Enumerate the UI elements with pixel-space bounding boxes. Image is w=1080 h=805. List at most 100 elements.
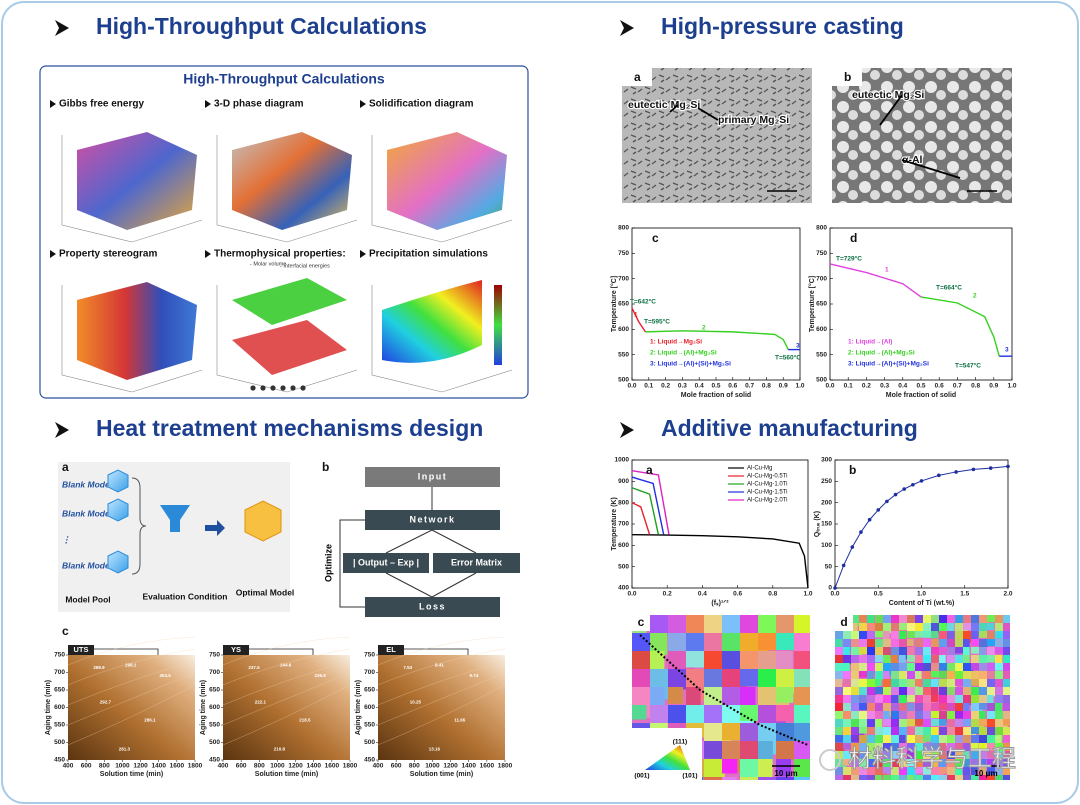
contour xyxy=(377,636,506,666)
flow-arrow xyxy=(385,572,433,598)
x-tick-label: 1000 xyxy=(425,763,440,770)
grain xyxy=(931,767,944,778)
grain xyxy=(987,703,998,714)
htc-panel-note: - Molar volume xyxy=(250,261,286,267)
grain xyxy=(971,615,985,626)
contour-label: 244.6 xyxy=(280,663,292,668)
grain xyxy=(686,705,708,729)
data-line xyxy=(829,263,922,298)
x-tick-label: 0.8 xyxy=(971,383,980,390)
grain xyxy=(899,751,913,762)
grain xyxy=(995,759,1007,772)
grain xyxy=(971,775,982,780)
grain xyxy=(859,703,872,711)
grain xyxy=(851,687,866,697)
grain xyxy=(931,655,945,663)
grain xyxy=(923,679,931,691)
grain xyxy=(955,655,967,666)
grain xyxy=(1003,631,1010,643)
grain xyxy=(859,743,874,752)
y-tick-label: 500 xyxy=(618,563,629,570)
grain xyxy=(1003,719,1010,726)
grain xyxy=(987,663,997,676)
grain xyxy=(955,671,964,682)
cube-icon xyxy=(107,469,129,493)
y-tick-label: 700 xyxy=(209,669,220,676)
grain xyxy=(987,647,995,656)
grain xyxy=(955,767,963,780)
grain xyxy=(939,727,949,736)
grain xyxy=(883,751,893,764)
data-line xyxy=(834,465,1009,589)
grain xyxy=(883,695,894,707)
grain xyxy=(979,767,987,779)
contour xyxy=(377,648,506,686)
grain xyxy=(891,703,903,715)
x-tick-label: 1200 xyxy=(443,763,458,770)
grain xyxy=(859,647,869,655)
data-line xyxy=(631,476,665,535)
contour xyxy=(377,660,506,706)
contour xyxy=(67,648,196,686)
x-tick-label: 0.3 xyxy=(678,383,687,390)
grain xyxy=(947,751,957,761)
y-axis-label: Temperature (K) xyxy=(611,497,618,551)
y-axis-label: Qₜᵣᵤₑ (K) xyxy=(814,511,821,537)
grain xyxy=(955,623,968,633)
grain xyxy=(915,735,926,748)
y-tick-label: 550 xyxy=(54,722,65,729)
y-tick-label: 550 xyxy=(618,351,629,358)
bullet-arrow xyxy=(620,20,634,36)
data-point xyxy=(850,545,855,549)
grain xyxy=(995,623,1005,635)
y-tick-label: 450 xyxy=(364,757,375,764)
grain xyxy=(955,727,970,738)
x-tick-label: 0.0 xyxy=(825,383,834,390)
grain xyxy=(995,775,1008,780)
panel-a-bg xyxy=(58,462,290,612)
x-tick-label: 800 xyxy=(409,763,420,770)
x-tick-label: 0.2 xyxy=(663,591,672,598)
x-tick-label: 1.0 xyxy=(917,591,926,598)
htc-panel-title: Thermophysical properties: xyxy=(214,249,346,260)
grain xyxy=(899,623,912,631)
grain xyxy=(843,727,857,736)
y-axis-label: Aging time (min) xyxy=(355,680,362,735)
y-tick-label: 250 xyxy=(821,478,832,485)
grain xyxy=(899,655,906,663)
grain xyxy=(758,741,773,764)
contour xyxy=(377,684,506,746)
grain xyxy=(963,663,974,677)
grain xyxy=(915,719,928,726)
grain xyxy=(883,679,895,692)
grain xyxy=(851,639,865,650)
grain xyxy=(971,687,983,700)
x-axis-label: (fₛ)¹ᐟ² xyxy=(711,599,729,607)
contour-label: 226.9 xyxy=(314,673,326,678)
x-tick-label: 0.4 xyxy=(898,383,907,390)
boundary xyxy=(639,634,809,746)
grain xyxy=(843,767,855,780)
grain xyxy=(915,743,926,754)
x-tick-label: 0.6 xyxy=(733,591,742,598)
grain xyxy=(979,751,990,760)
section-title: Heat treatment mechanisms design xyxy=(96,415,483,441)
grain xyxy=(758,759,773,780)
ipf-label: (001) xyxy=(634,773,649,780)
grain xyxy=(835,767,847,775)
grain xyxy=(939,711,948,723)
grain xyxy=(915,767,927,774)
grain xyxy=(1003,671,1010,685)
grain xyxy=(843,775,858,780)
data-point xyxy=(859,530,863,534)
flow-box-label: Error Matrix xyxy=(451,557,502,567)
grain xyxy=(899,719,908,728)
grain xyxy=(891,751,901,759)
panel-bullet xyxy=(360,100,366,108)
grain xyxy=(883,719,894,727)
x-tick-label: 0.6 xyxy=(728,383,737,390)
data-line xyxy=(631,307,647,333)
grain xyxy=(907,671,917,680)
grain xyxy=(891,767,899,777)
grain xyxy=(1003,615,1010,626)
